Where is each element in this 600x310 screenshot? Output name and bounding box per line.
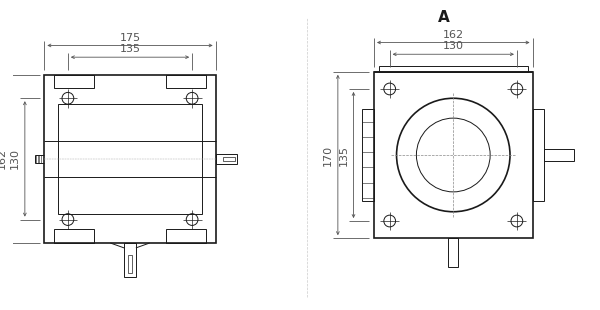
Text: 175: 175 (119, 33, 140, 42)
Text: 162: 162 (443, 29, 464, 40)
Text: 130: 130 (443, 41, 464, 51)
Bar (544, 149, 574, 161)
Bar (54, 229, 94, 243)
Bar (215, 154, 237, 164)
Text: A: A (437, 10, 449, 25)
Bar (166, 75, 206, 88)
Bar (223, 157, 235, 161)
Text: 135: 135 (338, 144, 349, 166)
Text: 170: 170 (323, 144, 333, 166)
Bar (166, 229, 206, 243)
Bar (44, 75, 215, 243)
Bar (533, 109, 544, 201)
Bar (379, 66, 527, 72)
Bar (128, 255, 132, 273)
Bar (124, 243, 136, 277)
Bar (362, 109, 374, 201)
Bar (54, 75, 94, 88)
Text: 130: 130 (10, 148, 20, 169)
Bar (58, 104, 202, 214)
Bar (374, 72, 533, 238)
Bar (448, 238, 458, 268)
Text: 135: 135 (119, 44, 140, 54)
Text: 162: 162 (0, 148, 7, 170)
